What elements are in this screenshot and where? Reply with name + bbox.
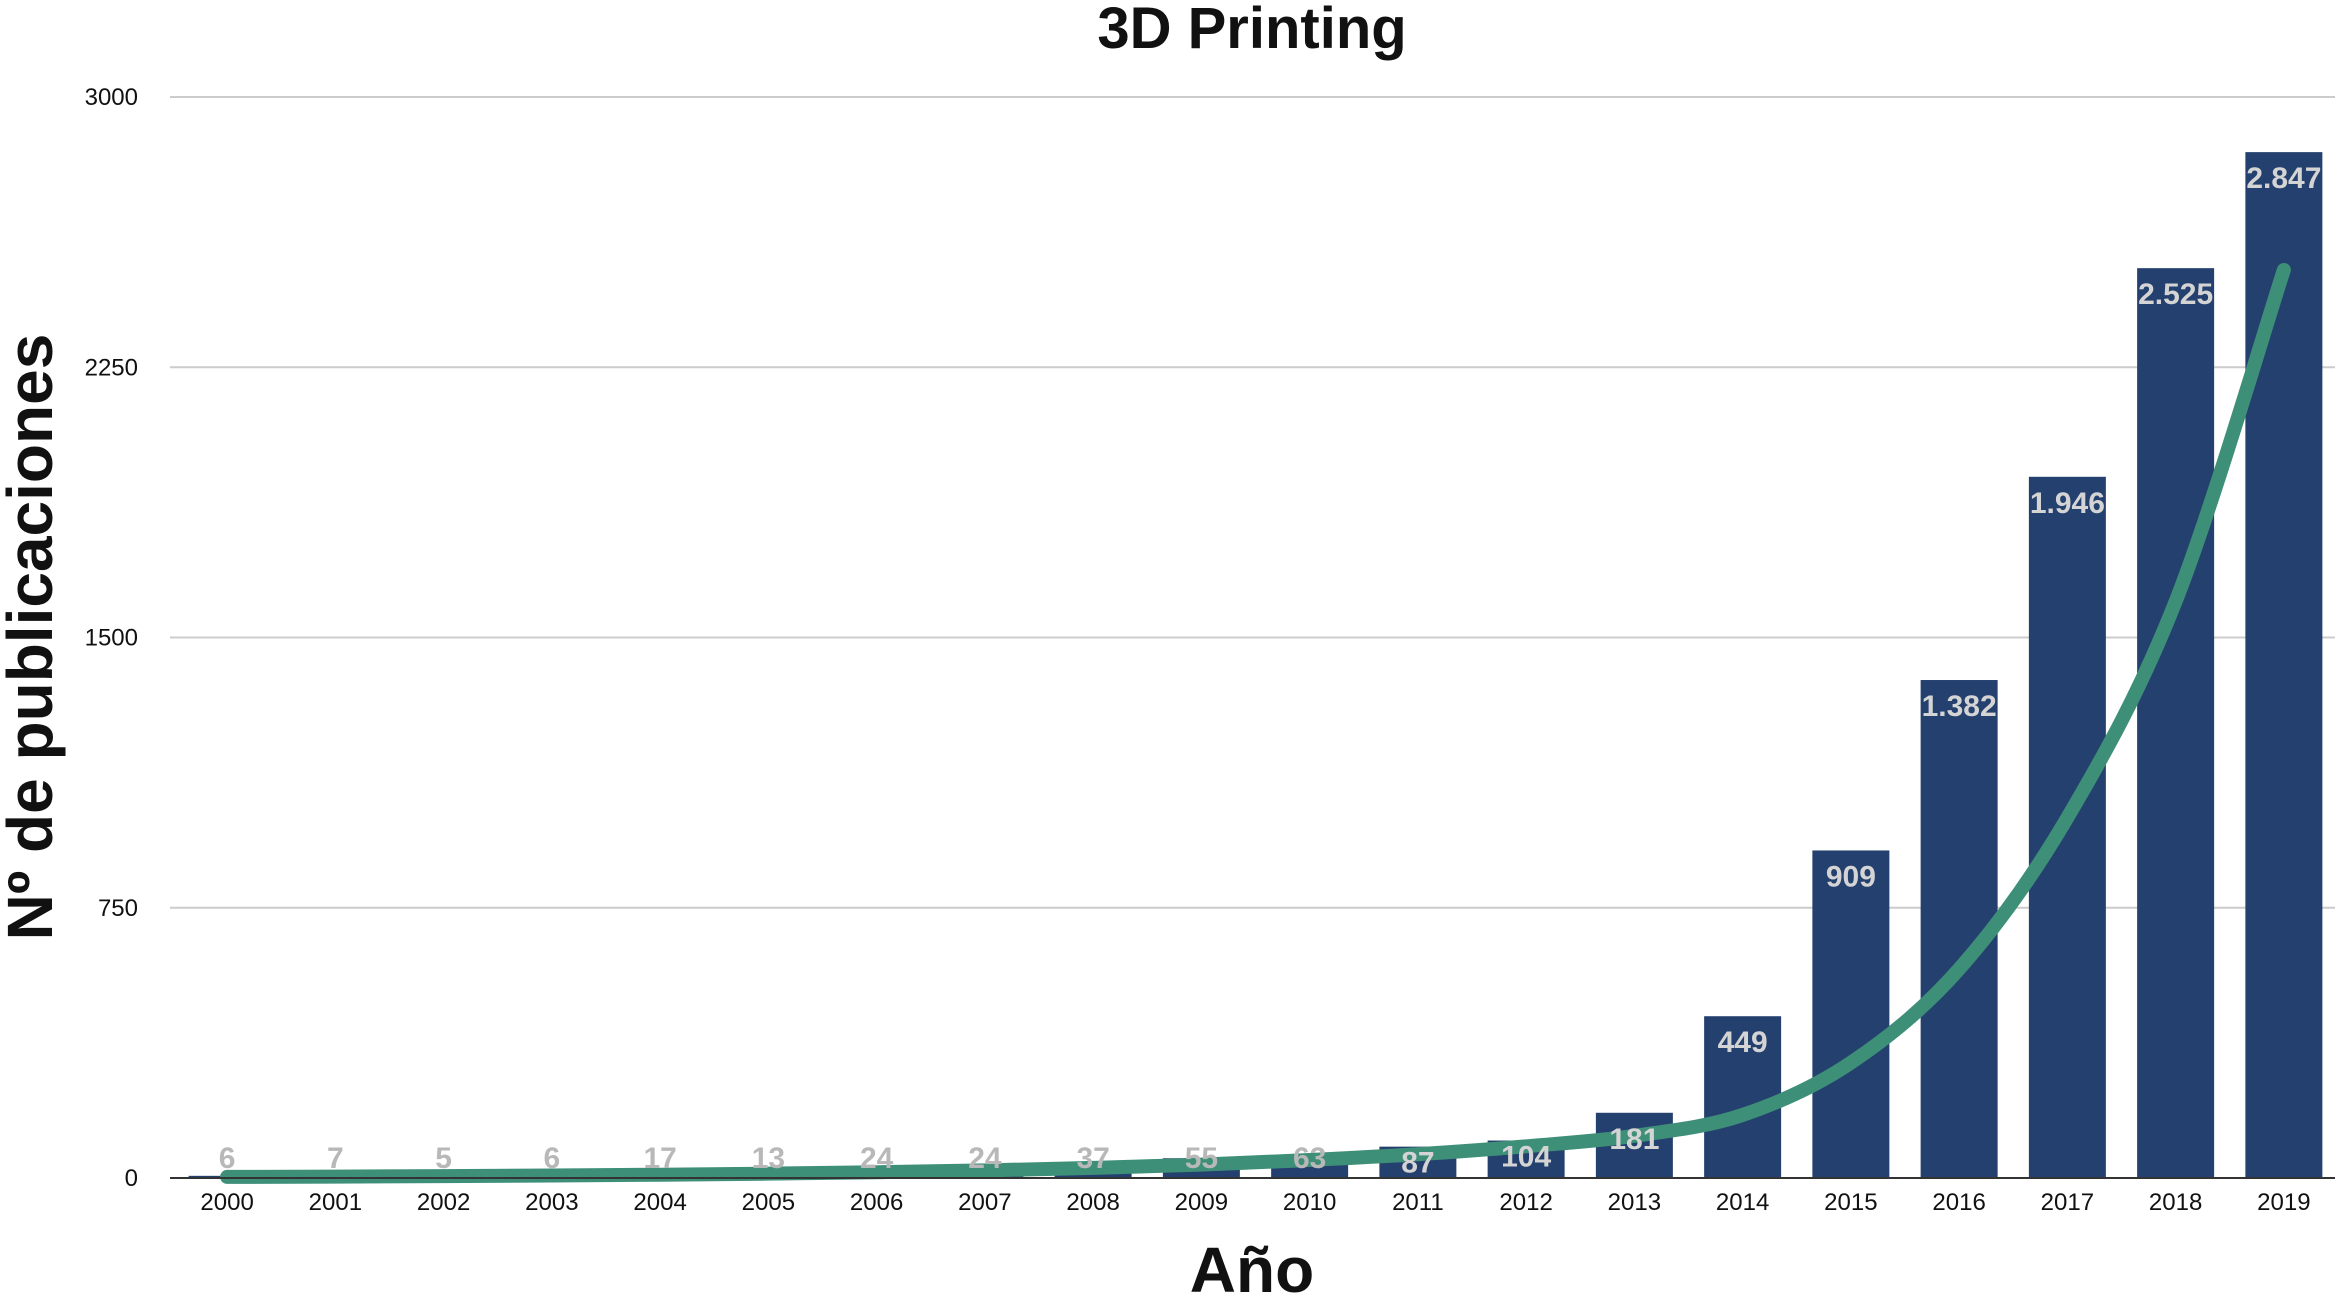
- axes: 0 750 1500 2250 3000 2000 2001 2002 2003 2004 2005…: [85, 84, 2335, 1216]
- bar-value-label: 5: [435, 1142, 452, 1175]
- bar-value-label: 449: [1718, 1026, 1768, 1059]
- bar-value-label: 909: [1826, 860, 1876, 893]
- bar-value-label: 6: [544, 1142, 561, 1175]
- bars: [188, 152, 2323, 1179]
- x-tick-label: 2002: [417, 1189, 470, 1216]
- x-tick-label: 2010: [1283, 1189, 1336, 1216]
- bar-value-label: 55: [1185, 1142, 1218, 1175]
- bar-value-label: 7: [327, 1142, 344, 1175]
- x-tick-label: 2012: [1499, 1189, 1552, 1216]
- x-tick-label: 2008: [1066, 1189, 1119, 1216]
- x-tick-label: 2004: [633, 1189, 686, 1216]
- bar-value-label: 87: [1401, 1147, 1434, 1180]
- x-tick-label: 2015: [1824, 1189, 1877, 1216]
- bar-value-label: 24: [860, 1142, 894, 1175]
- x-tick-label: 2001: [309, 1189, 362, 1216]
- x-tick-label: 2018: [2149, 1189, 2202, 1216]
- x-tick-label: 2003: [525, 1189, 578, 1216]
- y-tick-label: 2250: [85, 354, 138, 381]
- bar-value-label: 104: [1501, 1141, 1551, 1174]
- x-tick-label: 2013: [1608, 1189, 1661, 1216]
- chart-title: 3D Printing: [1097, 0, 1406, 61]
- y-tick-label: 3000: [85, 84, 138, 111]
- x-axis-title: Año: [1190, 1234, 1314, 1299]
- bar-value-label: 2.847: [2246, 162, 2321, 195]
- x-tick-label: 2005: [742, 1189, 795, 1216]
- x-tick-label: 2000: [200, 1189, 253, 1216]
- bar: [1704, 1016, 1782, 1178]
- y-tick-label: 1500: [85, 625, 138, 652]
- bar-value-label: 1.382: [1922, 690, 1997, 723]
- bar-value-label: 1.946: [2030, 487, 2105, 520]
- x-tick-label: 2009: [1175, 1189, 1228, 1216]
- bar-value-label: 13: [752, 1142, 785, 1175]
- x-tick-label: 2007: [958, 1189, 1011, 1216]
- trendline-layer: [220, 262, 2291, 1184]
- y-tick-label: 0: [125, 1165, 138, 1192]
- bar-value-label: 37: [1076, 1142, 1109, 1175]
- bar-value-label: 63: [1293, 1142, 1326, 1175]
- bar-value-label: 17: [643, 1142, 676, 1175]
- y-tick-label: 750: [98, 895, 138, 922]
- bar: [2245, 152, 2323, 1179]
- y-axis-title: Nº de publicaciones: [0, 334, 66, 941]
- x-tick-label: 2016: [1932, 1189, 1985, 1216]
- bar: [1812, 850, 1890, 1178]
- gridlines: [170, 96, 2335, 909]
- bar-value-label: 2.525: [2138, 278, 2213, 311]
- x-tick-label: 2014: [1716, 1189, 1769, 1216]
- x-tick-label: 2006: [850, 1189, 903, 1216]
- bar-value-label: 6: [219, 1142, 236, 1175]
- x-tick-label: 2017: [2041, 1189, 2094, 1216]
- x-tick-label: 2019: [2257, 1189, 2310, 1216]
- bar: [2137, 268, 2215, 1178]
- bar-value-label: 181: [1609, 1123, 1659, 1156]
- bar-value-label: 24: [968, 1142, 1002, 1175]
- x-tick-label: 2011: [1392, 1189, 1444, 1216]
- exponential-trendline: [220, 262, 2291, 1184]
- bar-value-labels: 6 7 5 6 17 13 24 24 37 55 63 87 104 181 449 909 1.382 1.9…: [219, 162, 2322, 1180]
